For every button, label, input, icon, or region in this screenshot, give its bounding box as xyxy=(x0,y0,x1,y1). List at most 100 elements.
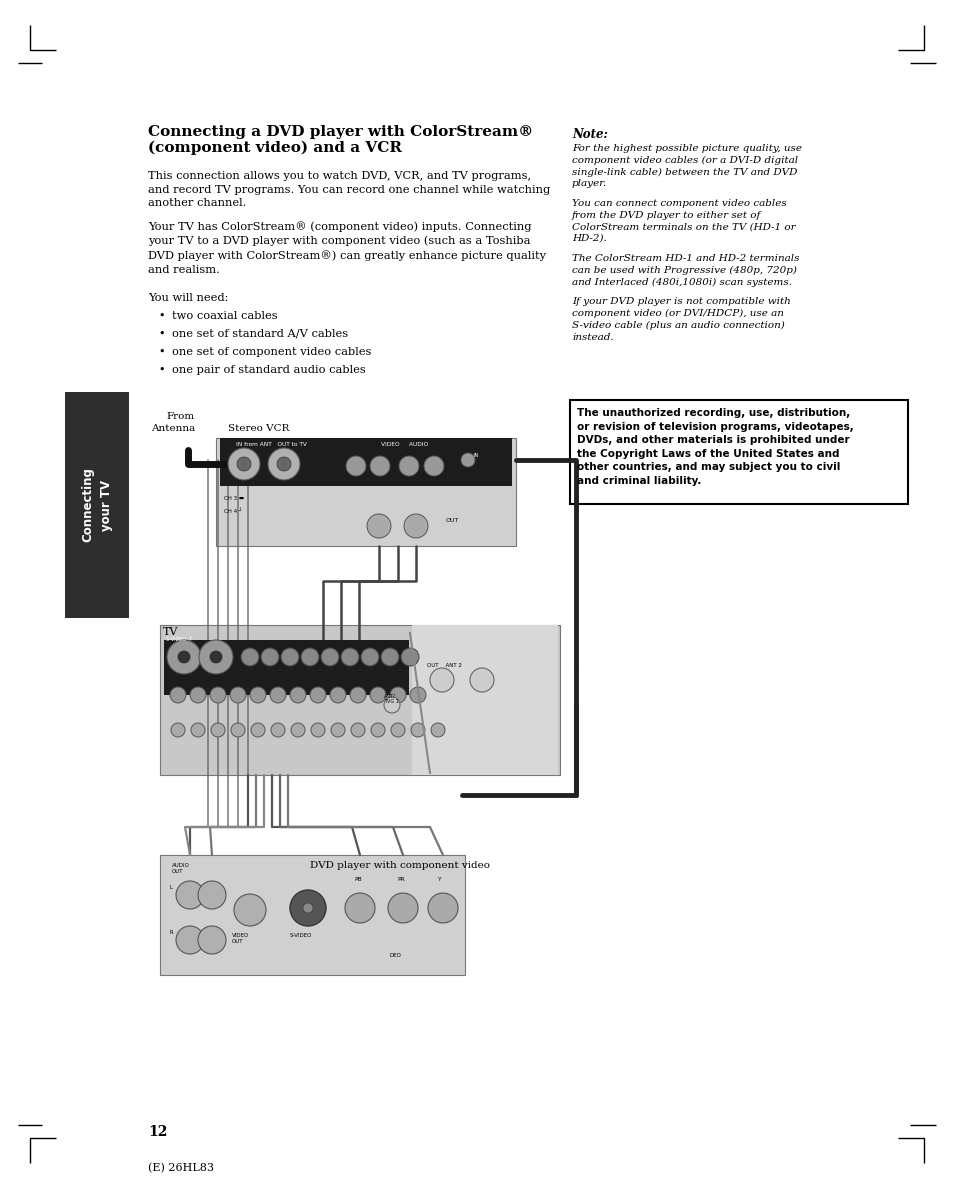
Text: one set of component video cables: one set of component video cables xyxy=(172,347,371,358)
Text: (component video) and a VCR: (component video) and a VCR xyxy=(148,141,401,156)
Text: From: From xyxy=(166,412,193,421)
Circle shape xyxy=(411,723,424,737)
Circle shape xyxy=(367,514,391,538)
Circle shape xyxy=(230,687,246,703)
Circle shape xyxy=(410,687,426,703)
Circle shape xyxy=(340,647,358,666)
Circle shape xyxy=(228,448,260,480)
Circle shape xyxy=(331,723,345,737)
Circle shape xyxy=(311,723,325,737)
Circle shape xyxy=(310,687,326,703)
Circle shape xyxy=(388,893,417,923)
Circle shape xyxy=(270,687,286,703)
Text: PB: PB xyxy=(354,877,361,881)
Circle shape xyxy=(268,448,299,480)
Circle shape xyxy=(291,723,305,737)
Circle shape xyxy=(370,456,390,476)
Circle shape xyxy=(351,723,365,737)
Text: The ColorStream HD‑1 and HD‑2 terminals
can be used with Progressive (480p, 720p: The ColorStream HD‑1 and HD‑2 terminals … xyxy=(572,254,799,286)
Text: S-VIDEO: S-VIDEO xyxy=(290,933,312,939)
Circle shape xyxy=(350,687,366,703)
Text: Connecting
your TV: Connecting your TV xyxy=(81,468,112,543)
Circle shape xyxy=(428,893,457,923)
Circle shape xyxy=(281,647,298,666)
Circle shape xyxy=(261,647,278,666)
Text: IN: IN xyxy=(474,453,478,459)
Circle shape xyxy=(303,903,313,914)
Circle shape xyxy=(210,651,222,663)
Text: (E) 26HL83: (E) 26HL83 xyxy=(148,1163,213,1174)
Bar xyxy=(164,640,409,695)
Text: S-VIDEO  T: S-VIDEO T xyxy=(166,637,192,642)
Circle shape xyxy=(191,723,205,737)
Circle shape xyxy=(391,723,405,737)
Text: CH 4 ┘: CH 4 ┘ xyxy=(224,508,242,514)
Circle shape xyxy=(346,456,366,476)
Text: ANT/
TVG 1: ANT/ TVG 1 xyxy=(384,693,398,703)
Bar xyxy=(160,855,464,975)
Circle shape xyxy=(198,881,226,909)
Text: R: R xyxy=(170,930,173,935)
Circle shape xyxy=(250,687,266,703)
Text: two coaxial cables: two coaxial cables xyxy=(172,311,277,321)
Circle shape xyxy=(301,647,318,666)
Bar xyxy=(220,438,512,486)
Text: You can connect component video cables
from the DVD player to either set of
Colo: You can connect component video cables f… xyxy=(572,200,795,244)
Circle shape xyxy=(231,723,245,737)
Text: CH 3 ▬: CH 3 ▬ xyxy=(224,497,244,501)
Text: OUT    ANT 2: OUT ANT 2 xyxy=(427,663,461,668)
Text: PR: PR xyxy=(396,877,404,881)
Text: Stereo VCR: Stereo VCR xyxy=(228,424,289,432)
Circle shape xyxy=(370,687,386,703)
Circle shape xyxy=(175,881,204,909)
Circle shape xyxy=(271,723,285,737)
Text: The unauthorized recording, use, distribution,
or revision of television program: The unauthorized recording, use, distrib… xyxy=(577,407,853,486)
Circle shape xyxy=(190,687,206,703)
Circle shape xyxy=(210,687,226,703)
Bar xyxy=(215,438,516,546)
Text: DEO: DEO xyxy=(390,953,401,958)
Circle shape xyxy=(211,723,225,737)
Circle shape xyxy=(241,647,258,666)
Circle shape xyxy=(167,640,201,674)
Text: VIDEO
OUT: VIDEO OUT xyxy=(232,933,249,944)
Text: This connection allows you to watch DVD, VCR, and TV programs,
and record TV pro: This connection allows you to watch DVD,… xyxy=(148,171,550,208)
Text: Antenna: Antenna xyxy=(151,424,195,432)
Circle shape xyxy=(251,723,265,737)
Bar xyxy=(65,392,129,618)
Circle shape xyxy=(171,723,185,737)
Text: L: L xyxy=(170,885,172,890)
Text: •: • xyxy=(158,347,164,358)
Circle shape xyxy=(198,925,226,954)
Circle shape xyxy=(403,514,428,538)
Text: Note:: Note: xyxy=(572,128,607,141)
Text: 12: 12 xyxy=(148,1125,167,1139)
Circle shape xyxy=(400,647,418,666)
Circle shape xyxy=(398,456,418,476)
Text: You will need:: You will need: xyxy=(148,293,228,303)
Circle shape xyxy=(371,723,385,737)
Circle shape xyxy=(460,453,475,467)
Circle shape xyxy=(360,647,378,666)
Text: If your DVD player is not compatible with
component video (or DVI/HDCP), use an
: If your DVD player is not compatible wit… xyxy=(572,297,790,342)
Circle shape xyxy=(170,687,186,703)
Circle shape xyxy=(178,651,190,663)
Text: Your TV has ColorStream® (component video) inputs. Connecting
your TV to a DVD p: Your TV has ColorStream® (component vide… xyxy=(148,221,545,274)
Text: •: • xyxy=(158,311,164,321)
Text: VIDEO     AUDIO: VIDEO AUDIO xyxy=(380,442,428,447)
Circle shape xyxy=(345,893,375,923)
Text: AUDIO
OUT: AUDIO OUT xyxy=(172,862,190,874)
Text: IN from ANT   OUT to TV: IN from ANT OUT to TV xyxy=(235,442,307,447)
Text: For the highest possible picture quality, use
component video cables (or a DVI-D: For the highest possible picture quality… xyxy=(572,144,801,189)
Circle shape xyxy=(276,457,291,470)
Circle shape xyxy=(390,687,406,703)
Circle shape xyxy=(380,647,398,666)
Text: TV: TV xyxy=(163,627,178,637)
Circle shape xyxy=(236,457,251,470)
Text: •: • xyxy=(158,329,164,339)
Text: one pair of standard audio cables: one pair of standard audio cables xyxy=(172,365,365,375)
Circle shape xyxy=(290,890,326,925)
Circle shape xyxy=(175,925,204,954)
Circle shape xyxy=(423,456,443,476)
Circle shape xyxy=(320,647,338,666)
